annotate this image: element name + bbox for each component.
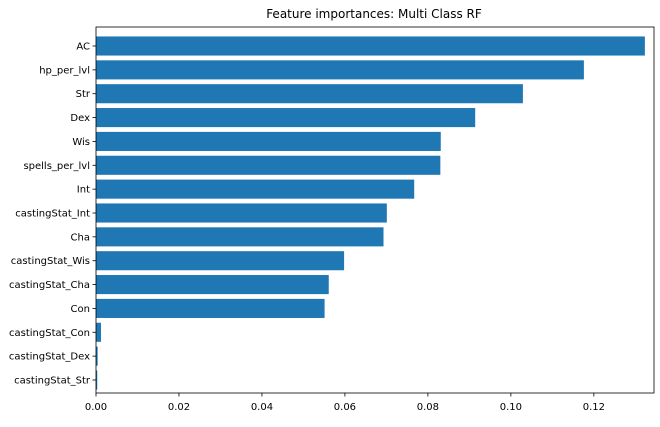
bar-castingStat_Dex [96,346,98,366]
y-tick-label: spells_per_lvl [23,161,90,172]
y-tick-label: AC [76,42,90,53]
x-tick-label: 0.08 [417,402,439,413]
y-axis-ticks: AC hp_per_lvl Str Dex Wis spells_per_lvl Int ca… [9,42,96,387]
y-tick-label: castingStat_Dex [9,352,90,363]
bar-castingStat_Con [96,322,101,342]
bar-AC [96,36,645,56]
bar-Str [96,84,523,104]
plot-frame [95,26,655,394]
bar-Wis [96,131,441,151]
bar-castingStat_Cha [96,275,329,295]
bar-castingStat_Wis [96,251,345,271]
y-tick-label: Dex [70,113,90,124]
x-tick-label: 0.12 [583,402,605,413]
x-tick-label: 0.00 [85,402,107,413]
x-tick-label: 0.04 [251,402,273,413]
y-tick-label: castingStat_Int [15,209,90,220]
bar-castingStat_Int [96,203,387,223]
y-tick-label: Str [76,89,91,100]
bar-Dex [96,108,476,128]
y-tick-label: Int [77,185,90,196]
x-tick-label: 0.06 [334,402,356,413]
bar-Int [96,179,415,199]
bar-hp_per_lvl [96,60,584,80]
y-tick-label: Wis [72,137,90,148]
x-axis-ticks: 0.00 0.02 0.04 0.06 0.08 0.10 0.12 [85,393,605,413]
y-tick-label: castingStat_Cha [9,280,90,291]
bar-spells_per_lvl [96,155,441,175]
y-tick-label: castingStat_Con [9,328,90,339]
y-tick-label: Con [71,304,90,315]
y-tick-label: Cha [71,232,90,243]
y-tick-label: castingStat_Str [14,376,91,387]
bar-Cha [96,227,384,247]
y-tick-label: hp_per_lvl [39,65,90,76]
x-tick-label: 0.02 [168,402,190,413]
bars-group [96,36,645,390]
bar-castingStat_Str [96,370,98,390]
y-tick-label: castingStat_Wis [11,256,90,267]
bar-Con [96,298,325,318]
x-tick-label: 0.10 [500,402,522,413]
chart-title: Feature importances: Multi Class RF [266,7,482,21]
